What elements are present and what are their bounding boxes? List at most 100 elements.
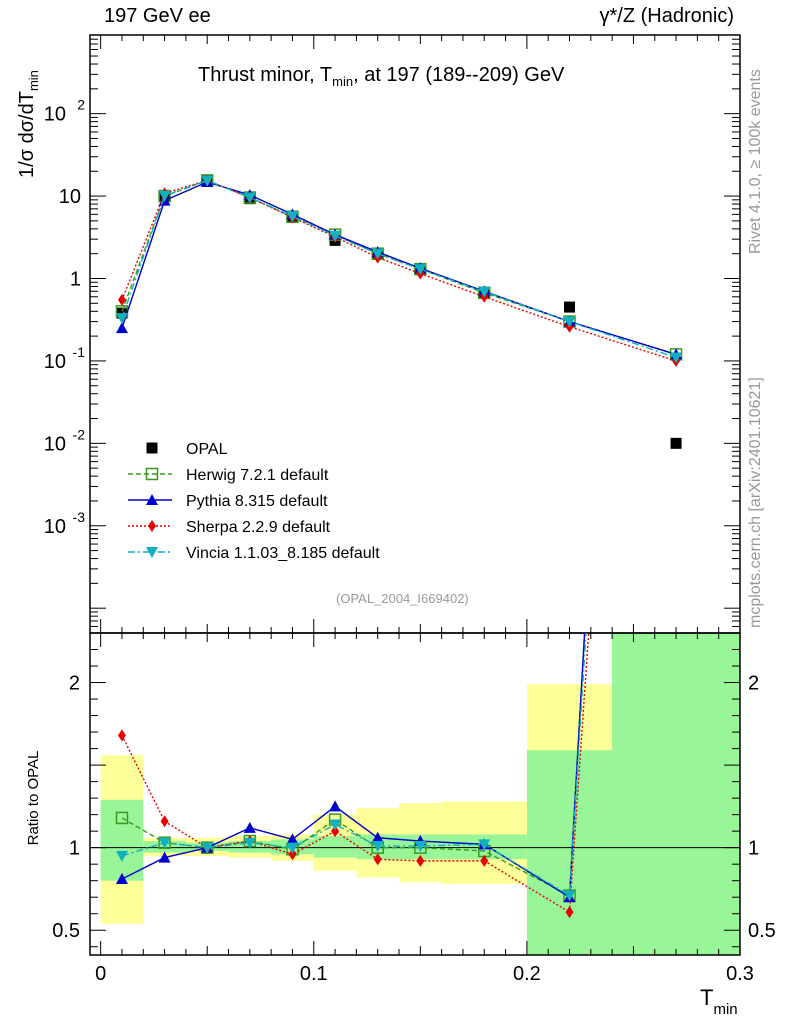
y-tick-base: 10 <box>44 104 66 126</box>
ratio-band-inner-10 <box>612 633 740 955</box>
ratio-point-vincia <box>329 819 342 831</box>
chart-title-main: Thrust minor, T <box>198 64 333 86</box>
y-tick-base: 10 <box>59 186 81 208</box>
chart-title-rest: , at 197 (189--209) GeV <box>353 64 565 86</box>
ratio-point-vincia <box>158 837 171 849</box>
main-y-axis-label-sub: min <box>26 70 41 91</box>
point-vincia <box>563 316 576 328</box>
point-vincia <box>158 190 171 202</box>
ratio-point-vincia <box>563 890 576 902</box>
series-line-pythia <box>121 181 677 356</box>
ratio-point-pythia <box>286 833 299 845</box>
ratio-point-sherpa <box>117 729 126 742</box>
ratio-point-sherpa <box>331 825 340 838</box>
y-tick-label: 10 <box>59 186 81 208</box>
point-pythia <box>115 322 128 334</box>
legend-label-opal: OPAL <box>186 441 228 458</box>
legend-marker-opal <box>146 442 158 454</box>
y-tick-base: 10 <box>44 433 66 455</box>
legend-marker-herwig <box>145 467 159 481</box>
series-herwig <box>115 174 683 361</box>
main-y-axis-label-main: 1/σ dσ/dT <box>16 91 38 178</box>
y-tick-label: 10 -1 <box>44 344 85 373</box>
ratio-point-pythia <box>115 873 128 885</box>
ratio-point-vincia <box>115 850 128 862</box>
series-line-sherpa <box>121 179 677 362</box>
main-y-axis-label: 1/σ dσ/dTmin <box>16 70 41 178</box>
ratio-band-inner-0 <box>100 799 144 881</box>
header-left: 197 GeV ee <box>104 5 211 27</box>
y-tick-label: 10 -3 <box>44 509 85 538</box>
ratio-point-sherpa <box>288 848 297 861</box>
point-vincia <box>329 230 342 242</box>
x-axis-label: Tmin <box>700 985 738 1018</box>
legend-label-herwig: Herwig 7.2.1 default <box>186 467 329 484</box>
ratio-point-sherpa <box>416 854 425 867</box>
point-vincia <box>201 175 214 187</box>
legend-item-herwig: Herwig 7.2.1 default <box>128 467 329 484</box>
point-vincia <box>243 192 256 204</box>
ratio-point-sherpa <box>480 854 489 867</box>
point-vincia <box>286 211 299 223</box>
point-vincia <box>115 313 128 325</box>
mcplots-label: mcplots.cern.ch [arXiv:2401.10621] <box>747 377 764 628</box>
legend-item-vincia: Vincia 1.1.03_8.185 default <box>128 545 380 562</box>
ratio-bands <box>100 633 740 955</box>
ratio-point-sherpa <box>565 906 574 919</box>
x-axis-label-sub: min <box>713 1001 737 1018</box>
point-vincia <box>371 248 384 260</box>
ratio-y-axis-label: Ratio to OPAL <box>25 751 42 846</box>
legend-item-pythia: Pythia 8.315 default <box>128 493 328 510</box>
rivet-label: Rivet 4.1.0, ≥ 100k events <box>747 69 764 254</box>
ratio-point-vincia <box>414 841 427 853</box>
ratio-y-tick-label-right: 1 <box>748 838 759 860</box>
legend-marker-pythia <box>146 494 158 505</box>
ratio-point-vincia <box>478 839 491 851</box>
ratio-line-sherpa <box>121 633 590 914</box>
ratio-line-herwig <box>121 633 586 897</box>
ratio-point-herwig <box>115 811 129 825</box>
legend-marker-sherpa <box>148 520 156 532</box>
ratio-series <box>115 633 590 919</box>
ratio-band-inner-9 <box>526 750 613 955</box>
series-pythia <box>115 176 683 360</box>
ratio-y-tick-label-right: 2 <box>748 673 759 695</box>
main-y-ticks: 10 -3 10 -2 10 -1 1 10 10 2 <box>44 34 740 634</box>
analysis-id: (OPAL_2004_I669402) <box>336 591 469 606</box>
point-opal <box>564 301 576 313</box>
series-line-vincia <box>121 179 677 359</box>
y-tick-exp: -1 <box>73 344 86 360</box>
point-opal <box>670 437 682 449</box>
ratio-band-inner-5 <box>313 836 357 858</box>
x-tick-label: 0.1 <box>300 963 328 985</box>
point-opal <box>116 307 128 319</box>
series-opal <box>116 174 682 449</box>
ratio-point-pythia <box>329 800 342 812</box>
ratio-y-tick-label: 2 <box>69 673 80 695</box>
ratio-point-sherpa <box>373 853 382 866</box>
y-tick-base: 1 <box>70 268 81 290</box>
legend-item-opal: OPAL <box>146 441 228 458</box>
legend-item-sherpa: Sherpa 2.2.9 default <box>128 519 331 536</box>
legend-label-sherpa: Sherpa 2.2.9 default <box>186 519 331 536</box>
y-tick-base: 10 <box>44 351 66 373</box>
x-axis-label-main: T <box>700 985 713 1010</box>
x-tick-label: 0.2 <box>513 963 541 985</box>
ratio-point-vincia <box>371 841 384 853</box>
ratio-point-pythia <box>371 831 384 843</box>
x-ticks: 0 0.1 0.2 0.3 <box>95 35 754 985</box>
x-tick-label: 0.3 <box>726 963 754 985</box>
ratio-series-vincia <box>115 633 587 902</box>
x-tick-label: 0 <box>95 963 106 985</box>
ratio-point-pythia <box>158 851 171 863</box>
main-series <box>115 174 683 449</box>
legend: OPAL Herwig 7.2.1 default Pythia 8.315 def… <box>128 441 380 562</box>
y-tick-exp: -3 <box>73 509 86 525</box>
point-vincia <box>478 286 491 298</box>
legend-label-pythia: Pythia 8.315 default <box>186 493 328 510</box>
ratio-y-tick-label: 0.5 <box>52 920 80 942</box>
series-vincia <box>115 175 683 364</box>
ratio-y-tick-label-right: 0.5 <box>748 920 776 942</box>
y-tick-label: 10 2 <box>44 97 85 126</box>
